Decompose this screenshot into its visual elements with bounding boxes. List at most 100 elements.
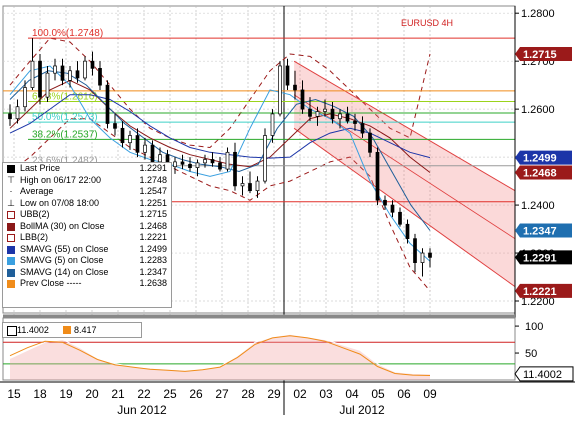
legend-row: SMAVG (14) on Close 1.2347 [3,267,171,279]
legend-value: 1.2347 [139,266,167,277]
candle-body [315,111,320,117]
candle-body [143,144,147,153]
osc-value-1: 11.4002 [17,325,49,335]
candle-body [353,120,357,124]
candle-body [188,163,192,169]
y-tick-label: 1.2800 [521,8,555,20]
candle-body [195,162,200,169]
legend-row: BollMA (30) on Close 1.2468 [3,221,171,233]
x-tick-label: 19 [59,387,73,401]
candle-body [105,84,110,124]
legend-value: 1.2283 [139,255,167,265]
channel-lower [293,127,516,288]
candle-body [225,151,230,170]
legend-label: Low on 07/08 18:00 [20,197,100,208]
candle-body [270,113,275,136]
horizontal-levels [3,90,515,114]
chart-title: EURUSD 4H [401,18,453,28]
x-tick-label: 03 [319,387,333,401]
candle-body [285,65,290,86]
candle-body [158,154,162,163]
x-tick-label: 27 [215,387,229,401]
candles [8,38,432,277]
x-tick-label: 04 [345,387,359,401]
osc-value-2: 8.417 [74,325,97,335]
y-tick-label: 1.2600 [521,104,555,116]
price-tag [515,283,572,298]
legend-value: 1.2499 [139,243,167,254]
legend-row: UBB(2) 1.2715 [3,209,171,221]
candle-body [383,199,387,206]
y-tick-label: 1.2200 [521,296,555,308]
legend-swatch [7,165,15,173]
price-tags: 1.2715 1.2499 1.2468 1.2347 1.2291 1.2221 [515,46,572,298]
legend-value: 1.2748 [139,174,167,185]
fib-label: 50.0%(1.2573) [32,112,98,123]
osc-price-tag [514,366,574,382]
x-tick-label: 02 [293,387,307,401]
legend-label: Prev Close ----- [20,278,82,288]
legend-row: SMAVG (5) on Close 1.2283 [3,255,171,267]
candle-body [345,113,350,122]
bollinger-bands [9,37,431,292]
legend-label: LBB(2) [20,232,49,242]
x-tick-label: 09 [423,387,437,401]
candle-body [330,108,335,120]
x-month-label: Jul 2012 [339,403,385,417]
osc-y-tick-label: 100 [525,321,543,333]
candle-body [8,113,12,120]
candle-body [60,65,65,81]
sma55-line [9,94,431,159]
candle-body [413,238,417,263]
legend-label: Average [20,186,54,196]
x-tick-label: 18 [33,387,47,401]
legend-symbol: ⊤ [7,174,15,185]
x-tick-label: 06 [397,387,411,401]
fib-label: 23.6%(1.2482) [32,156,98,167]
price-tag-label: 1.2347 [523,225,557,237]
candle-body [248,183,252,192]
candle-body [308,108,312,117]
candle-body [15,106,20,120]
candle-body [300,89,305,110]
legend-swatch [7,257,15,265]
legend-label: High on 06/17 22:00 [20,174,102,185]
candle-body [210,159,215,164]
price-tag [515,150,572,165]
oscillator-legend: 11.4002 8.417 [2,322,142,338]
candle-body [323,108,327,112]
x-tick-label: 21 [111,387,125,401]
legend-value: 1.2291 [139,163,167,173]
legend-symbol: ⊥ [7,197,15,208]
candle-body [135,135,140,153]
legend-label: Last Price [20,163,61,173]
price-tag-label: 1.2221 [523,286,557,298]
legend-symbol: · [9,186,13,196]
legend-row: SMAVG (55) on Close 1.2499 [3,244,171,256]
legend-swatch [7,245,15,254]
y-tick-label: 1.2400 [521,200,555,212]
legend-label: BollMA (30) on Close [20,220,105,231]
candle-body [255,180,260,192]
candle-body [368,132,372,153]
legend-value: 1.2251 [139,197,167,208]
legend-row: ⊥ Low on 07/08 18:00 1.2251 [3,198,171,210]
osc-line-2 [9,335,431,376]
fib-label: 100.0%(1.2748) [32,28,103,39]
x-tick-label: 28 [241,387,255,401]
candle-body [405,223,410,239]
sma5-line [9,65,431,262]
candle-body [90,60,95,69]
x-tick-label: 20 [85,387,99,401]
x-tick-label: 22 [137,387,151,401]
legend-value: 1.2715 [139,209,167,219]
legend-value: 1.2221 [139,232,167,242]
price-tag-label: 1.2468 [523,167,557,179]
candle-body [263,135,267,182]
candle-body [128,135,132,144]
legend-swatch [7,222,15,231]
legend-row: Prev Close ----- 1.2638 [3,278,171,290]
legend-swatch [7,280,15,288]
candle-body [45,72,50,98]
lbb-line [9,118,431,292]
